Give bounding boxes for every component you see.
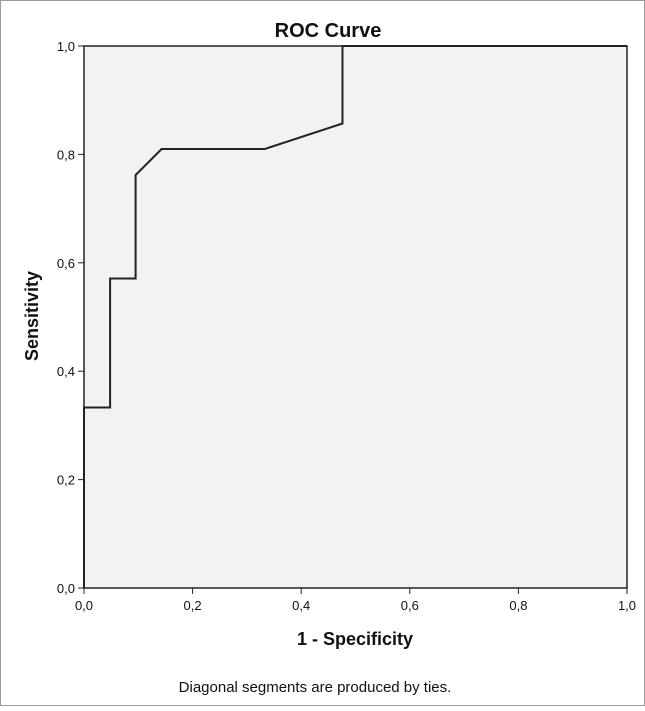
x-tick-label: 0,0: [75, 598, 93, 613]
y-axis-label: Sensitivity: [22, 271, 42, 361]
x-tick-label: 1,0: [618, 598, 636, 613]
roc-curve-line: [83, 45, 627, 588]
y-tick-label: 0,6: [57, 256, 75, 271]
chart-title: ROC Curve: [275, 20, 382, 42]
x-tick-label: 0,4: [292, 598, 310, 613]
footnote: Diagonal segments are produced by ties.: [179, 679, 452, 696]
y-tick-label: 0,8: [57, 147, 75, 162]
y-tick-label: 1,0: [57, 39, 75, 54]
x-axis: 0,0 0,2 0,4 0,6 0,8 1,0: [75, 588, 636, 613]
x-tick-label: 0,6: [401, 598, 419, 613]
x-tick-label: 0,2: [184, 598, 202, 613]
y-axis: 0,0 0,2 0,4 0,6 0,8 1,0: [57, 39, 84, 596]
plot-area: [83, 45, 628, 589]
y-tick-label: 0,2: [57, 473, 75, 488]
y-tick-label: 0,0: [57, 581, 75, 596]
x-tick-label: 0,8: [509, 598, 527, 613]
x-axis-label: 1 - Specificity: [297, 629, 413, 649]
y-tick-label: 0,4: [57, 364, 75, 379]
